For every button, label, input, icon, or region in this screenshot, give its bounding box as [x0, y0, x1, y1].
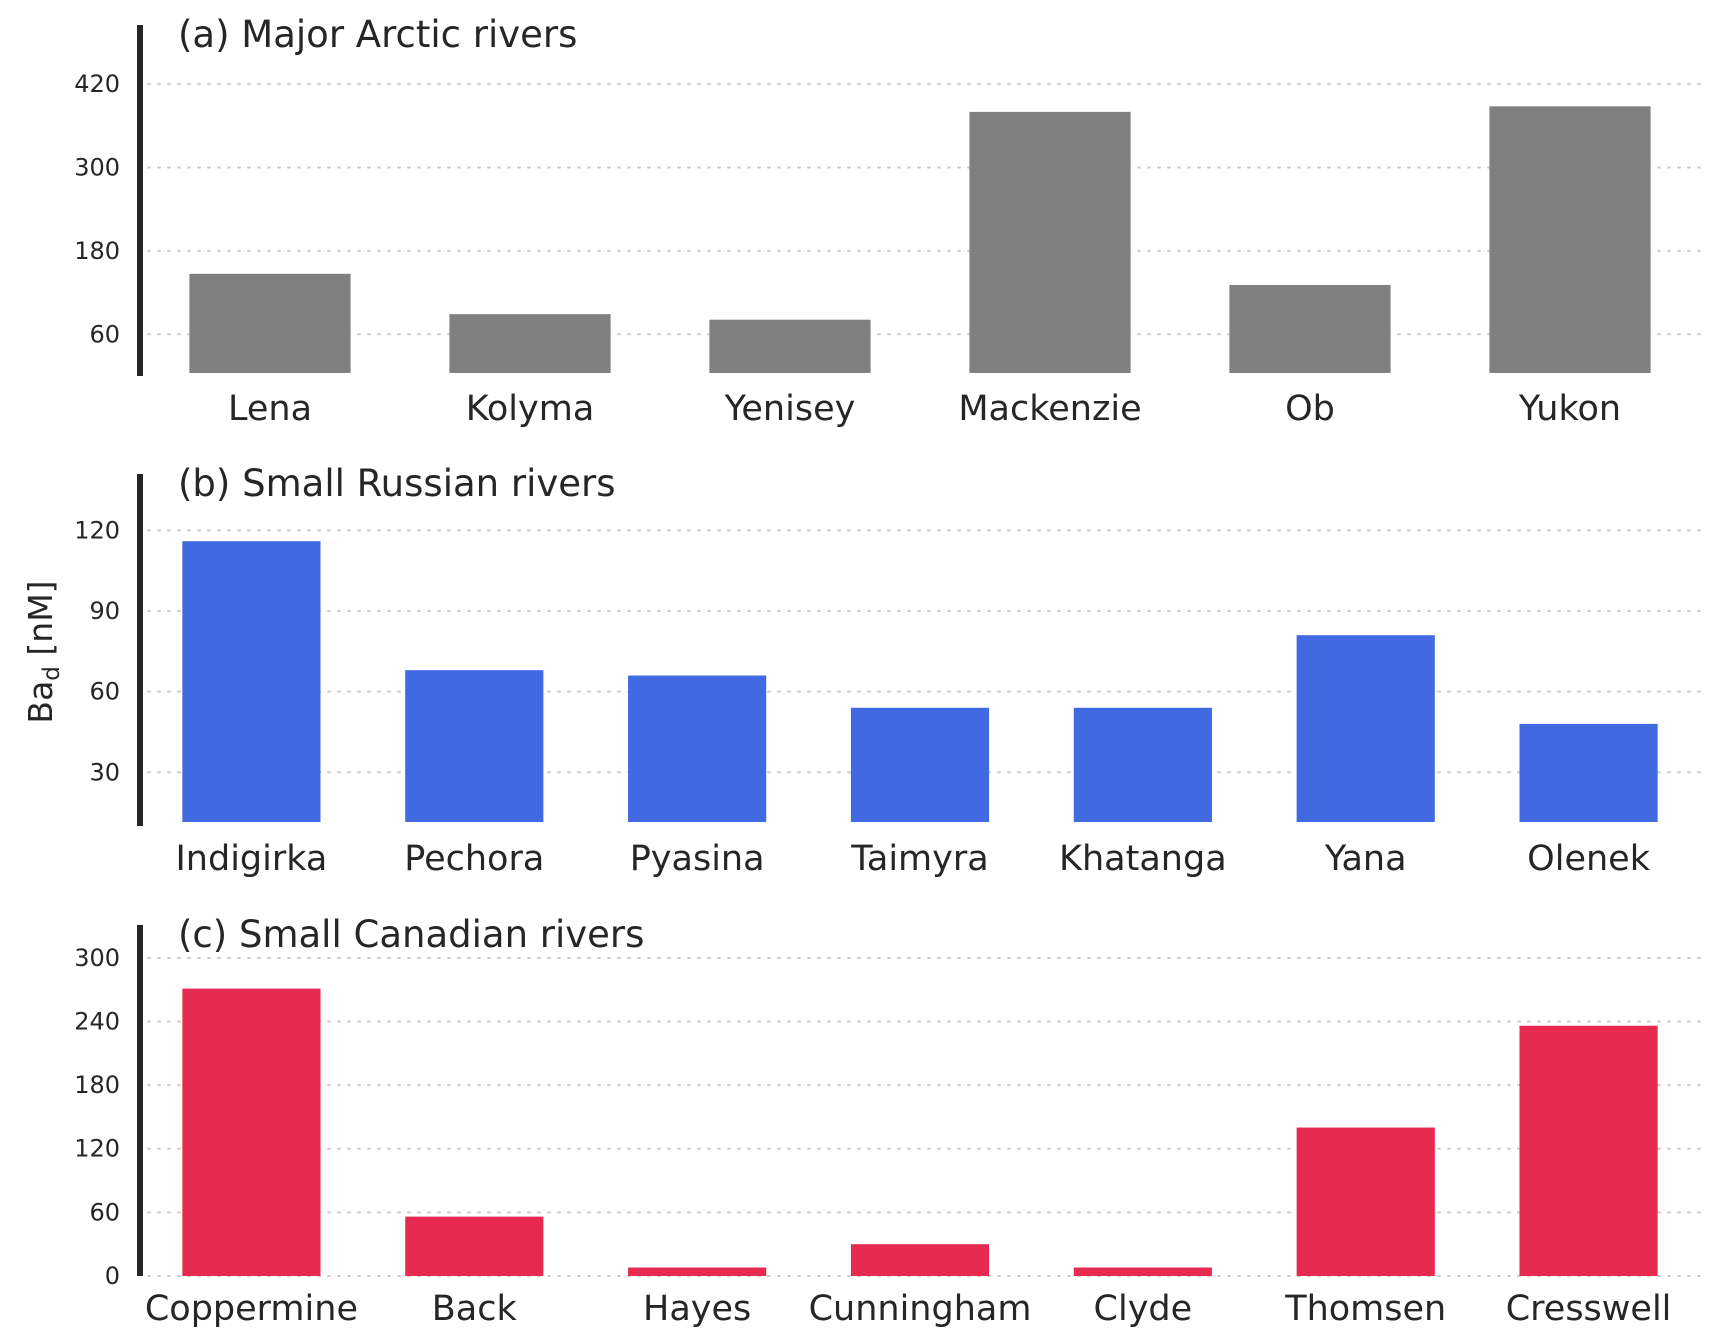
y-axis-label-sub: d [39, 666, 65, 681]
bar-lena [189, 273, 351, 373]
x-tick-label: Khatanga [1059, 839, 1227, 879]
bar-taimyra [850, 707, 990, 822]
bar-thomsen [1296, 1127, 1435, 1276]
y-tick-label: 60 [89, 1198, 120, 1226]
y-tick-label: 120 [74, 1135, 120, 1163]
panel-a: 60 180 300 420 Lena Kolyma Yenisey Mackenzie Ob Y… [74, 13, 1701, 429]
bar-kolyma [449, 314, 611, 373]
x-tick-label: Thomsen [1284, 1289, 1446, 1329]
x-tick-label: Cunningham [809, 1289, 1032, 1329]
y-axis-label-unit: [nM] [21, 580, 60, 666]
bar-hayes [628, 1267, 767, 1276]
bar-khatanga [1073, 707, 1212, 822]
x-tick-label: Pyasina [630, 839, 765, 879]
x-tick-label: Hayes [643, 1289, 751, 1329]
bar-olenek [1519, 723, 1658, 822]
bar-mackenzie [969, 111, 1131, 373]
x-tick-label: Yenisey [724, 389, 856, 429]
y-tick-label: 30 [89, 758, 120, 786]
x-tick-label: Back [432, 1289, 518, 1329]
y-tick-label: 60 [89, 678, 120, 706]
bar-cresswell [1519, 1025, 1658, 1276]
bar-yukon [1489, 106, 1651, 373]
bar-cunningham [850, 1244, 990, 1276]
y-tick-label: 180 [74, 237, 120, 265]
x-tick-label: Lena [228, 389, 312, 429]
panel-c: 0 60 120 180 240 300 Coppermine Back Hayes Cunnin… [74, 913, 1701, 1329]
bar-indigirka [182, 541, 321, 822]
bar-pechora [405, 670, 544, 822]
x-tick-label: Kolyma [466, 389, 595, 429]
y-tick-label: 120 [74, 516, 120, 544]
x-tick-label: Taimyra [850, 839, 988, 879]
x-tick-label: Olenek [1527, 839, 1651, 879]
panel-b: 30 60 90 120 Indigirka Pechora Pyasina Taimyra K… [74, 462, 1701, 879]
y-axis-label-main: Ba [21, 681, 60, 724]
bar-ob [1229, 284, 1391, 373]
y-tick-label: 90 [89, 597, 120, 625]
panel-title: (a) Major Arctic rivers [178, 13, 577, 56]
y-axis-label: Bad [nM] [21, 580, 65, 723]
bar-yenisey [709, 319, 871, 373]
x-tick-label: Cresswell [1506, 1289, 1672, 1329]
panel-title: (c) Small Canadian rivers [178, 913, 644, 956]
y-tick-label: 180 [74, 1071, 120, 1099]
bar-yana [1296, 635, 1435, 822]
y-tick-label: 60 [89, 320, 120, 348]
x-tick-label: Mackenzie [958, 389, 1141, 429]
bar-coppermine [182, 988, 321, 1276]
x-tick-label: Ob [1285, 389, 1335, 429]
y-tick-label: 0 [105, 1262, 120, 1290]
panel-title: (b) Small Russian rivers [178, 462, 616, 505]
y-tick-label: 420 [74, 70, 120, 98]
y-tick-label: 300 [74, 153, 120, 181]
y-tick-label: 240 [74, 1007, 120, 1035]
bar-pyasina [628, 675, 767, 822]
y-tick-label: 300 [74, 944, 120, 972]
bar-back [405, 1216, 544, 1276]
x-tick-label: Yukon [1518, 389, 1621, 429]
x-tick-label: Indigirka [175, 839, 327, 879]
x-tick-label: Coppermine [145, 1289, 358, 1329]
x-tick-label: Yana [1324, 839, 1407, 879]
x-tick-label: Pechora [404, 839, 544, 879]
x-tick-label: Clyde [1094, 1289, 1193, 1329]
bar-clyde [1073, 1267, 1212, 1276]
